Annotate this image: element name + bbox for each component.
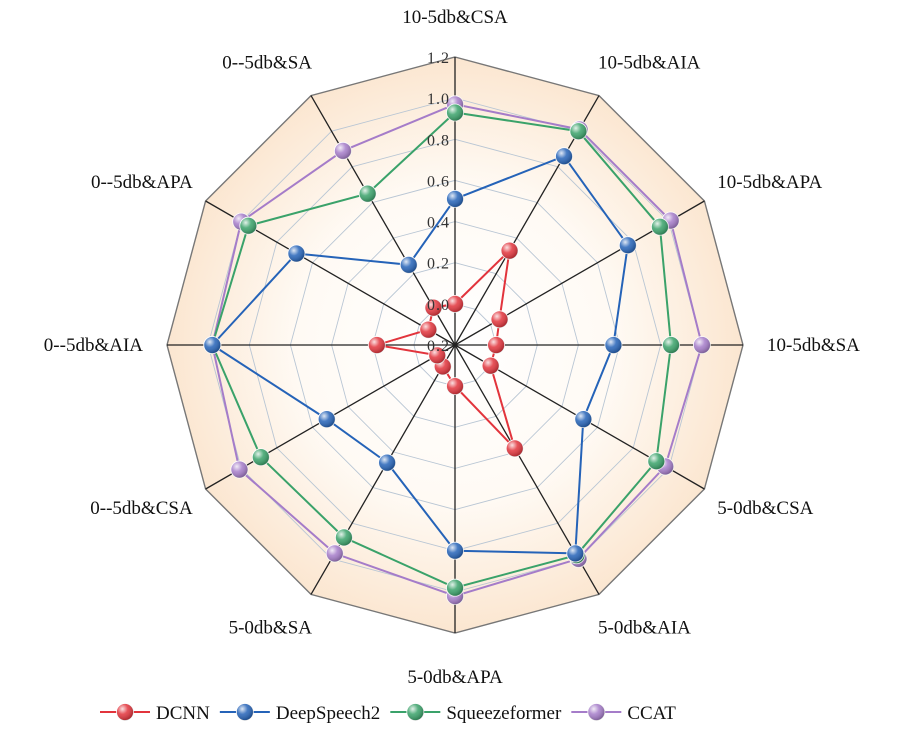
category-label: 10-5db&SA: [767, 335, 860, 356]
legend-marker-shade: [236, 703, 254, 721]
data-point-shade: [566, 544, 584, 562]
category-label: 0--5db&APA: [91, 172, 193, 193]
series-dcnn: [367, 241, 524, 458]
legend-marker-shade: [116, 703, 134, 721]
legend-label: DeepSpeech2: [276, 703, 380, 724]
legend-marker-shade: [587, 703, 605, 721]
legend-item-dcnn: DCNN: [100, 703, 210, 724]
data-point-shade: [446, 377, 464, 395]
data-point-shade: [239, 217, 257, 235]
legend-label: DCNN: [156, 703, 210, 724]
data-point-shade: [487, 336, 505, 354]
legend-label: CCAT: [627, 703, 676, 724]
data-point-shade: [446, 579, 464, 597]
data-point-shade: [693, 336, 711, 354]
tick-label: 0.0: [427, 297, 450, 314]
legend-item-deepspeech2: DeepSpeech2: [219, 703, 380, 724]
data-point-shade: [651, 218, 669, 236]
data-point-shade: [574, 410, 592, 428]
data-point-shade: [335, 528, 353, 546]
legend-label: Squeezeformer: [446, 703, 562, 724]
data-point-shade: [446, 295, 464, 313]
category-label: 5-0db&CSA: [717, 498, 813, 519]
data-point-shade: [287, 245, 305, 262]
tick-label: 0.2: [427, 338, 450, 355]
category-label: 0--5db&SA: [222, 53, 312, 74]
legend-marker-shade: [406, 703, 424, 721]
data-point-shade: [482, 357, 500, 375]
category-label: 10-5db&CSA: [402, 7, 508, 28]
data-point-shade: [326, 544, 344, 562]
data-point-shade: [555, 147, 573, 165]
data-point-shade: [378, 454, 396, 472]
tick-label: 0.8: [427, 132, 450, 149]
category-label: 0--5db&CSA: [90, 498, 193, 519]
data-point-shade: [252, 448, 270, 466]
data-point-shade: [501, 242, 518, 260]
tick-label: 1.0: [427, 91, 450, 108]
category-label: 5-0db&APA: [407, 667, 503, 688]
category-label: 10-5db&AIA: [598, 53, 701, 74]
category-label: 5-0db&SA: [229, 617, 313, 638]
data-point-shade: [318, 410, 336, 428]
tick-label: 0.6: [427, 173, 450, 190]
data-point-shade: [419, 321, 437, 339]
data-point-shade: [400, 256, 418, 274]
data-point-shade: [569, 122, 587, 140]
category-label: 0--5db&AIA: [44, 335, 143, 356]
data-point-shade: [446, 104, 464, 121]
category-label: 5-0db&AIA: [598, 617, 691, 638]
data-point-shade: [359, 185, 377, 203]
category-label: 10-5db&APA: [717, 172, 822, 193]
data-point-shade: [230, 461, 248, 478]
legend-item-squeezeformer: Squeezeformer: [390, 703, 562, 724]
data-point-shade: [446, 190, 464, 208]
legend-item-ccat: CCAT: [571, 703, 676, 724]
data-point-shade: [662, 336, 680, 354]
data-point-shade: [506, 439, 524, 457]
series-deepspeech2: [203, 147, 637, 563]
data-point-shade: [368, 336, 386, 354]
data-point-shade: [203, 336, 221, 354]
data-point-shade: [491, 310, 508, 328]
data-point-shade: [619, 236, 637, 254]
data-point-shade: [334, 142, 352, 160]
data-point-shade: [446, 542, 464, 560]
data-point-shade: [424, 299, 442, 317]
data-point-shade: [647, 452, 665, 470]
tick-label: 0.2: [427, 256, 450, 273]
tick-label: 0.4: [427, 215, 450, 232]
data-point-shade: [428, 346, 446, 364]
tick-label: 1.2: [427, 50, 450, 67]
data-point-shade: [604, 336, 622, 354]
